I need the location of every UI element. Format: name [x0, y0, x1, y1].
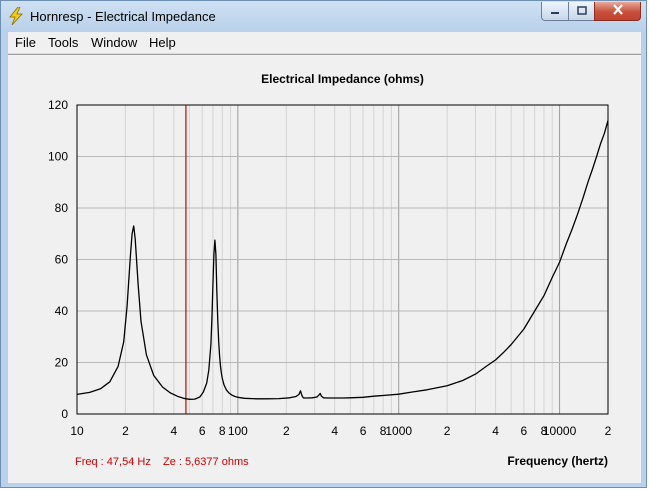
y-tick-label: 0: [61, 407, 68, 421]
close-icon: [612, 2, 624, 20]
menu-bar: File Tools Window Help: [8, 32, 641, 54]
x-tick-label: 6: [360, 424, 367, 438]
x-tick-label: 2: [444, 424, 451, 438]
x-tick-label: 4: [331, 424, 338, 438]
x-tick-label: 8: [219, 424, 226, 438]
window-title: Hornresp - Electrical Impedance: [30, 9, 216, 24]
menu-file[interactable]: File: [15, 35, 36, 50]
chart-area: 0 20 40 60 80 100 120 10 2 4 6 8 100 2 4 6 8 1000 2 4 6 8 100…: [8, 54, 641, 483]
menu-help[interactable]: Help: [149, 35, 176, 50]
x-tick-label: 10: [70, 424, 84, 438]
x-tick-label: 10000: [543, 424, 577, 438]
x-tick-label: 2: [122, 424, 129, 438]
y-tick-label: 80: [55, 201, 69, 215]
x-tick-label: 2: [283, 424, 290, 438]
x-tick-label: 4: [171, 424, 178, 438]
x-tick-label: 6: [199, 424, 206, 438]
impedance-curve: [76, 120, 609, 400]
y-tick-label: 60: [55, 253, 69, 267]
menu-window[interactable]: Window: [91, 35, 138, 50]
plot-frame: [76, 104, 609, 415]
x-tick-label: 100: [228, 424, 248, 438]
x-tick-label: 8: [380, 424, 387, 438]
impedance-readout: Ze : 5,6377 ohms: [163, 456, 249, 468]
y-tick-label: 40: [55, 304, 69, 318]
y-tick-label: 100: [48, 150, 68, 164]
menu-tools[interactable]: Tools: [48, 35, 79, 50]
x-axis-label: Frequency (hertz): [507, 454, 608, 468]
title-bar[interactable]: Hornresp - Electrical Impedance: [1, 1, 646, 31]
minimize-button[interactable]: [541, 2, 569, 21]
chart-title: Electrical Impedance (ohms): [261, 72, 424, 86]
y-tick-label: 120: [48, 98, 68, 112]
chart-grid: [77, 105, 608, 414]
x-tick-label: 1000: [385, 424, 412, 438]
lightning-bolt-icon: [7, 6, 25, 26]
maximize-button[interactable]: [568, 2, 595, 21]
x-tick-label: 4: [492, 424, 499, 438]
x-tick-label: 6: [521, 424, 528, 438]
y-tick-label: 20: [55, 356, 69, 370]
frequency-readout: Freq : 47,54 Hz: [75, 456, 151, 468]
minimize-icon: [550, 2, 560, 20]
x-tick-label: 8: [541, 424, 548, 438]
x-tick-label: 2: [605, 424, 612, 438]
close-button[interactable]: [594, 2, 641, 21]
maximize-icon: [576, 2, 587, 20]
